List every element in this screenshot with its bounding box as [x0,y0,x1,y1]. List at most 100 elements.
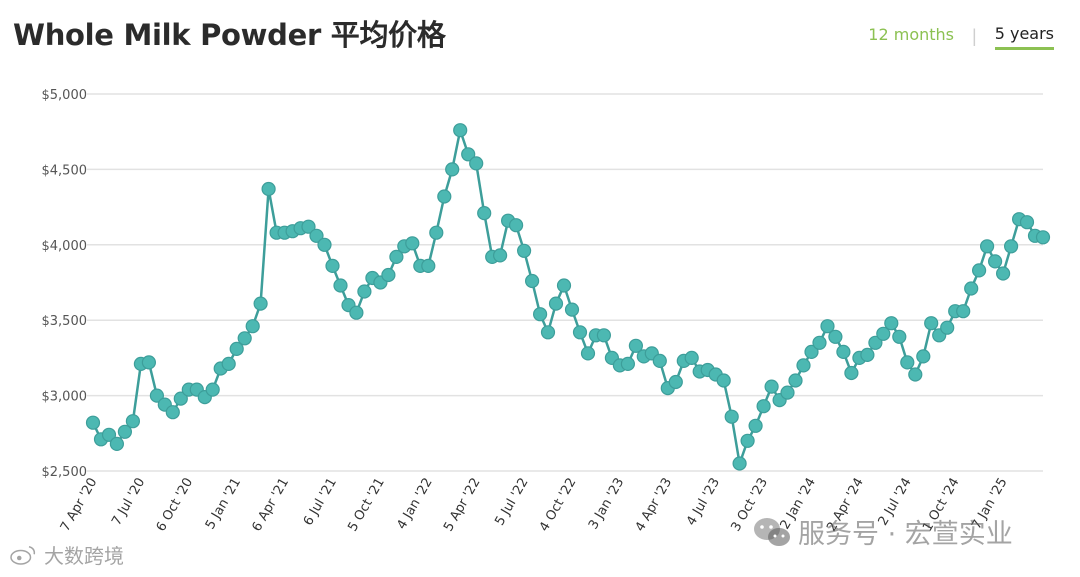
data-point[interactable] [916,349,931,364]
data-point[interactable] [109,436,125,451]
y-tick-label: $3,500 [42,314,88,329]
data-point[interactable] [453,123,468,138]
data-point[interactable] [796,358,811,373]
data-point[interactable] [357,284,372,299]
data-point[interactable] [940,320,955,335]
data-point[interactable] [812,335,827,350]
data-point[interactable] [117,424,133,439]
grid-lines [87,93,1043,472]
data-point[interactable] [429,225,444,240]
data-point[interactable] [405,236,420,251]
data-point[interactable] [1035,230,1051,245]
data-point[interactable] [964,281,979,296]
data-point[interactable] [556,278,572,293]
data-point[interactable] [317,237,332,252]
data-point[interactable] [493,248,508,263]
data-point[interactable] [788,373,803,388]
data-point[interactable] [221,356,236,371]
data-point[interactable] [237,331,252,346]
data-point[interactable] [956,304,971,319]
data-point[interactable] [253,296,268,311]
data-point[interactable] [828,329,843,344]
data-point[interactable] [716,373,731,388]
watermark-left-text: 大数跨境 [44,544,124,568]
watermark-left: 大数跨境 [8,540,124,569]
y-tick-label: $2,500 [42,465,88,480]
data-point[interactable] [740,433,755,448]
data-point[interactable] [971,263,987,278]
tab-12-months[interactable]: 12 months [868,24,955,44]
data-point[interactable] [820,319,835,334]
data-point[interactable] [381,267,396,283]
data-point[interactable] [141,355,156,370]
data-point[interactable] [85,415,101,430]
data-point[interactable] [804,344,819,359]
tab-5-years[interactable]: 5 years [994,22,1054,50]
data-point[interactable] [836,344,851,359]
y-axis-ticks: $2,500 $3,000 $3,500 $4,000 $4,500 $5,000 [42,88,88,480]
data-point[interactable] [724,409,739,424]
data-point[interactable] [125,414,140,429]
data-point[interactable] [508,218,524,233]
data-point[interactable] [229,341,244,356]
data-point[interactable] [748,418,763,433]
data-point[interactable] [421,258,436,273]
data-point[interactable] [261,181,276,197]
data-point[interactable] [532,307,548,322]
data-point[interactable] [900,355,915,370]
data-point[interactable] [564,302,580,317]
data-point[interactable] [524,273,540,289]
data-point[interactable] [245,319,260,334]
data-point[interactable] [596,328,612,343]
data-point[interactable] [987,254,1003,269]
data-point[interactable] [844,365,859,381]
data-point[interactable] [620,356,636,371]
data-point[interactable] [868,335,883,350]
data-point[interactable] [572,325,588,340]
data-point[interactable] [173,391,188,406]
data-point[interactable] [628,338,644,353]
data-point[interactable] [892,329,907,344]
data-point[interactable] [764,379,779,394]
data-point[interactable] [301,219,316,234]
data-point[interactable] [860,347,875,362]
data-point[interactable] [309,228,324,243]
data-point[interactable] [756,399,771,414]
x-tick-label: 4 Jan '22 [394,476,435,533]
data-point[interactable] [876,326,891,341]
data-point[interactable] [732,456,747,471]
data-point[interactable] [389,249,404,264]
data-point[interactable] [580,346,596,361]
data-point[interactable] [884,316,899,331]
wechat-logo-icon [754,517,790,546]
data-point[interactable] [149,388,164,403]
data-point[interactable] [1019,215,1035,230]
data-point[interactable] [1003,239,1019,254]
data-point[interactable] [445,162,460,177]
data-point[interactable] [780,385,795,400]
data-point[interactable] [477,206,492,221]
data-point[interactable] [652,353,667,368]
data-point[interactable] [461,147,476,162]
data-point[interactable] [668,374,683,390]
data-point[interactable] [325,258,340,273]
data-point[interactable] [924,316,939,331]
watermark-right-text: 服务号 · 宏萱实业 [798,519,1013,550]
data-point[interactable] [101,427,117,442]
data-point[interactable] [908,367,923,382]
data-point[interactable] [349,305,364,320]
data-point[interactable] [516,243,532,258]
data-point[interactable] [165,405,180,420]
weibo-logo-icon [10,545,36,565]
data-point[interactable] [333,278,348,293]
x-tick-label: 3 Jan '23 [586,476,627,533]
data-point[interactable] [437,189,452,204]
data-point[interactable] [995,266,1011,281]
data-point[interactable] [205,382,220,397]
data-point[interactable] [540,325,556,340]
data-point[interactable] [548,296,564,311]
data-point[interactable] [469,156,484,171]
data-point[interactable] [684,350,699,365]
data-point[interactable] [979,239,995,254]
x-tick-label: 4 Oct '22 [537,476,580,535]
